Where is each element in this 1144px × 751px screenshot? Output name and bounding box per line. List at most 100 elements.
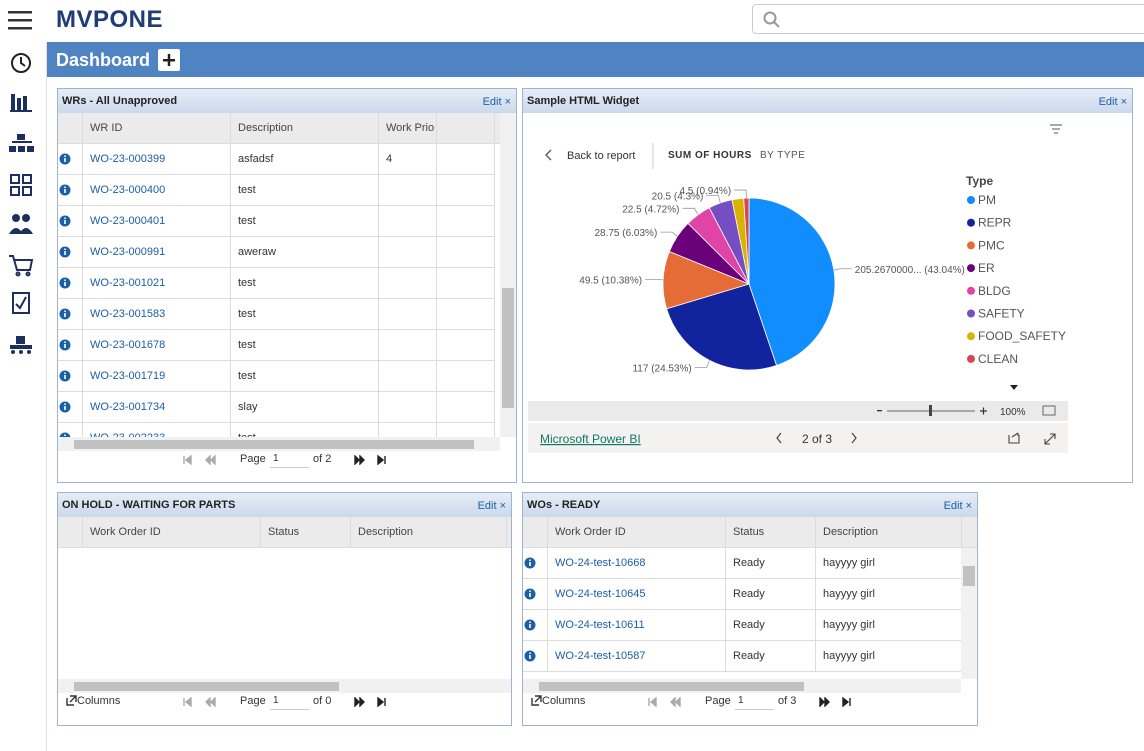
- pager-button[interactable]: [205, 697, 216, 707]
- expand-icon[interactable]: [1044, 433, 1056, 445]
- reports-icon[interactable]: [10, 94, 32, 112]
- scroll-thumb[interactable]: [502, 288, 514, 408]
- row-id-link[interactable]: WO-23-002233: [83, 423, 231, 437]
- zoom-thumb[interactable]: [929, 405, 932, 416]
- table-row[interactable]: WO-23-002233test: [58, 423, 495, 437]
- menu-button[interactable]: [8, 9, 34, 31]
- vertical-scrollbar[interactable]: [961, 548, 977, 679]
- vertical-scrollbar[interactable]: [500, 113, 516, 437]
- row-id-link[interactable]: WO-24-test-10587: [548, 641, 726, 672]
- row-id-link[interactable]: WO-23-001583: [83, 299, 231, 330]
- pager-button[interactable]: [205, 455, 216, 465]
- row-id-link[interactable]: WO-23-001734: [83, 392, 231, 423]
- pager-button[interactable]: [182, 697, 193, 707]
- pager-button[interactable]: [354, 697, 365, 707]
- scroll-thumb[interactable]: [963, 566, 975, 586]
- legend-swatch[interactable]: [967, 264, 975, 273]
- row-id-link[interactable]: WO-24-test-10645: [548, 579, 726, 610]
- table-row[interactable]: WO-23-000399 asfadsf 4: [58, 144, 495, 175]
- page-input[interactable]: 1: [735, 693, 774, 710]
- pager-button[interactable]: [354, 455, 365, 465]
- filter-icon[interactable]: [1050, 124, 1062, 134]
- legend-label[interactable]: ER: [978, 261, 995, 275]
- history-icon[interactable]: [11, 53, 31, 73]
- qr-icon[interactable]: [10, 174, 32, 196]
- search-box[interactable]: [752, 4, 1144, 34]
- cart-icon[interactable]: [9, 255, 34, 277]
- table-row[interactable]: WO-24-test-10645 Ready hayyyy girl: [523, 579, 961, 610]
- pager-button[interactable]: [647, 697, 658, 707]
- table-row[interactable]: WO-23-001719 test: [58, 361, 495, 392]
- table-row[interactable]: WO-24-test-10668 Ready hayyyy girl: [523, 548, 961, 579]
- back-arrow[interactable]: [545, 149, 552, 161]
- conveyor-icon[interactable]: [10, 336, 32, 354]
- legend-swatch[interactable]: [967, 241, 975, 250]
- share-icon[interactable]: [1008, 432, 1020, 444]
- legend-label[interactable]: CLEAN: [978, 352, 1018, 366]
- pager-button[interactable]: [670, 697, 681, 707]
- legend-label[interactable]: REPR: [978, 216, 1012, 230]
- prev-page[interactable]: [776, 432, 782, 444]
- horizontal-scrollbar[interactable]: [58, 437, 500, 451]
- horizontal-scrollbar[interactable]: [523, 679, 961, 693]
- table-row[interactable]: WO-23-000401 test: [58, 206, 495, 237]
- edit-button[interactable]: Edit ×: [943, 500, 972, 512]
- scroll-thumb[interactable]: [539, 682, 804, 691]
- report-tab[interactable]: SUM OF HOURS: [668, 150, 752, 161]
- row-id-link[interactable]: WO-23-000400: [83, 175, 231, 206]
- page-input[interactable]: 1: [270, 693, 309, 710]
- legend-label[interactable]: SAFETY: [978, 307, 1025, 321]
- table-row[interactable]: WO-23-001583 test: [58, 299, 495, 330]
- legend-swatch[interactable]: [967, 332, 975, 341]
- row-id-link[interactable]: WO-23-001021: [83, 268, 231, 299]
- table-row[interactable]: WO-24-test-10611 Ready hayyyy girl: [523, 610, 961, 641]
- powerbi-link[interactable]: Microsoft Power BI: [540, 432, 641, 446]
- checklist-icon[interactable]: [12, 292, 30, 314]
- add-button[interactable]: [158, 49, 180, 71]
- table-row[interactable]: WO-23-000991 aweraw: [58, 237, 495, 268]
- zoom-out[interactable]: [877, 410, 882, 412]
- legend-label[interactable]: PM: [978, 193, 996, 207]
- next-page[interactable]: [851, 432, 857, 444]
- table-row[interactable]: WO-24-test-10587 Ready hayyyy girl: [523, 641, 961, 672]
- page-input[interactable]: 1: [270, 451, 309, 468]
- row-id-link[interactable]: WO-24-test-10668: [548, 548, 726, 579]
- legend-swatch[interactable]: [967, 286, 975, 295]
- horizontal-scrollbar[interactable]: [58, 679, 511, 693]
- pager-button[interactable]: [377, 697, 388, 707]
- fit-button[interactable]: [1042, 405, 1056, 416]
- logo[interactable]: MVPONE: [56, 6, 164, 33]
- legend-label[interactable]: BLDG: [978, 284, 1011, 298]
- pager-button[interactable]: [182, 455, 193, 465]
- back-button[interactable]: Back to report: [567, 150, 635, 162]
- table-row[interactable]: WO-23-001021 test: [58, 268, 495, 299]
- legend-label[interactable]: PMC: [978, 238, 1005, 252]
- scroll-thumb[interactable]: [74, 682, 339, 691]
- pager-button[interactable]: [819, 697, 830, 707]
- table-row[interactable]: WO-23-000400 test: [58, 175, 495, 206]
- edit-button[interactable]: Edit ×: [477, 500, 506, 512]
- pager-button[interactable]: [377, 455, 388, 465]
- table-row[interactable]: WO-23-001678 test: [58, 330, 495, 361]
- columns-button[interactable]: Columns: [77, 695, 121, 707]
- columns-button[interactable]: Columns: [542, 695, 586, 707]
- pager-button[interactable]: [842, 697, 853, 707]
- row-id-link[interactable]: WO-23-000991: [83, 237, 231, 268]
- edit-button[interactable]: Edit ×: [482, 96, 511, 108]
- legend-swatch[interactable]: [967, 218, 975, 227]
- table-row[interactable]: WO-23-001734 slay: [58, 392, 495, 423]
- edit-button[interactable]: Edit ×: [1098, 96, 1127, 108]
- legend-swatch[interactable]: [967, 354, 975, 363]
- zoom-in[interactable]: [980, 407, 987, 415]
- hierarchy-icon[interactable]: [9, 134, 34, 152]
- row-id-link[interactable]: WO-23-000399: [83, 144, 231, 175]
- legend-label[interactable]: FOOD_SAFETY: [978, 329, 1066, 343]
- row-id-link[interactable]: WO-23-001678: [83, 330, 231, 361]
- legend-swatch[interactable]: [967, 309, 975, 318]
- row-id-link[interactable]: WO-23-000401: [83, 206, 231, 237]
- legend-swatch[interactable]: [967, 196, 975, 204]
- scroll-thumb[interactable]: [74, 440, 474, 449]
- report-tab[interactable]: BY TYPE: [760, 150, 805, 161]
- people-icon[interactable]: [9, 214, 33, 234]
- legend-more[interactable]: [1010, 385, 1018, 390]
